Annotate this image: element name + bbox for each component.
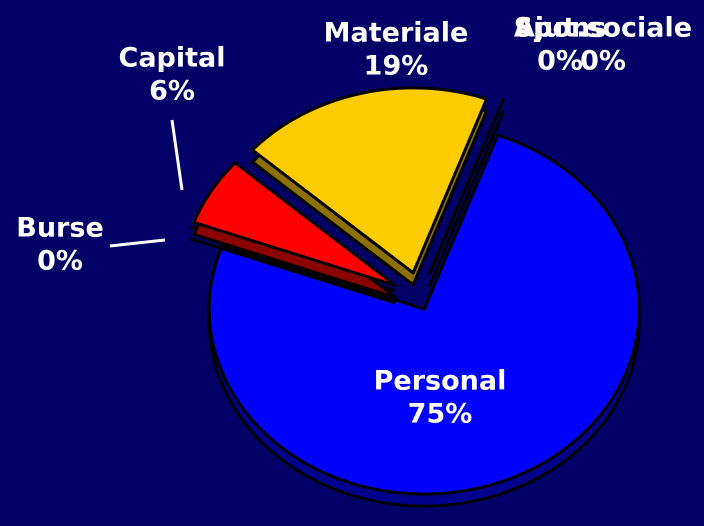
- slice-label: Burse: [16, 213, 104, 244]
- slice: [250, 86, 489, 275]
- slice-value-label: 75%: [408, 399, 473, 430]
- slice: [428, 98, 505, 276]
- slice-label: Capital: [119, 43, 226, 74]
- leader-line: [170, 119, 184, 191]
- slice-label: Personal: [374, 366, 507, 397]
- slice-value-label: 0%: [37, 246, 83, 277]
- slice-label: Ajut.sociale: [514, 13, 692, 44]
- slice-value-label: 0%: [580, 46, 626, 77]
- slice-value-label: 6%: [149, 76, 195, 107]
- slice: [192, 161, 398, 288]
- slice-label: Materiale: [324, 18, 469, 49]
- slice-value-label: 19%: [364, 51, 429, 82]
- slice-side: [190, 237, 396, 304]
- slice-side: [428, 110, 505, 288]
- slice: [207, 133, 641, 496]
- slice-value-label: 0%: [537, 46, 583, 77]
- leader-line: [109, 238, 166, 248]
- slice-label: Spons: [514, 13, 607, 44]
